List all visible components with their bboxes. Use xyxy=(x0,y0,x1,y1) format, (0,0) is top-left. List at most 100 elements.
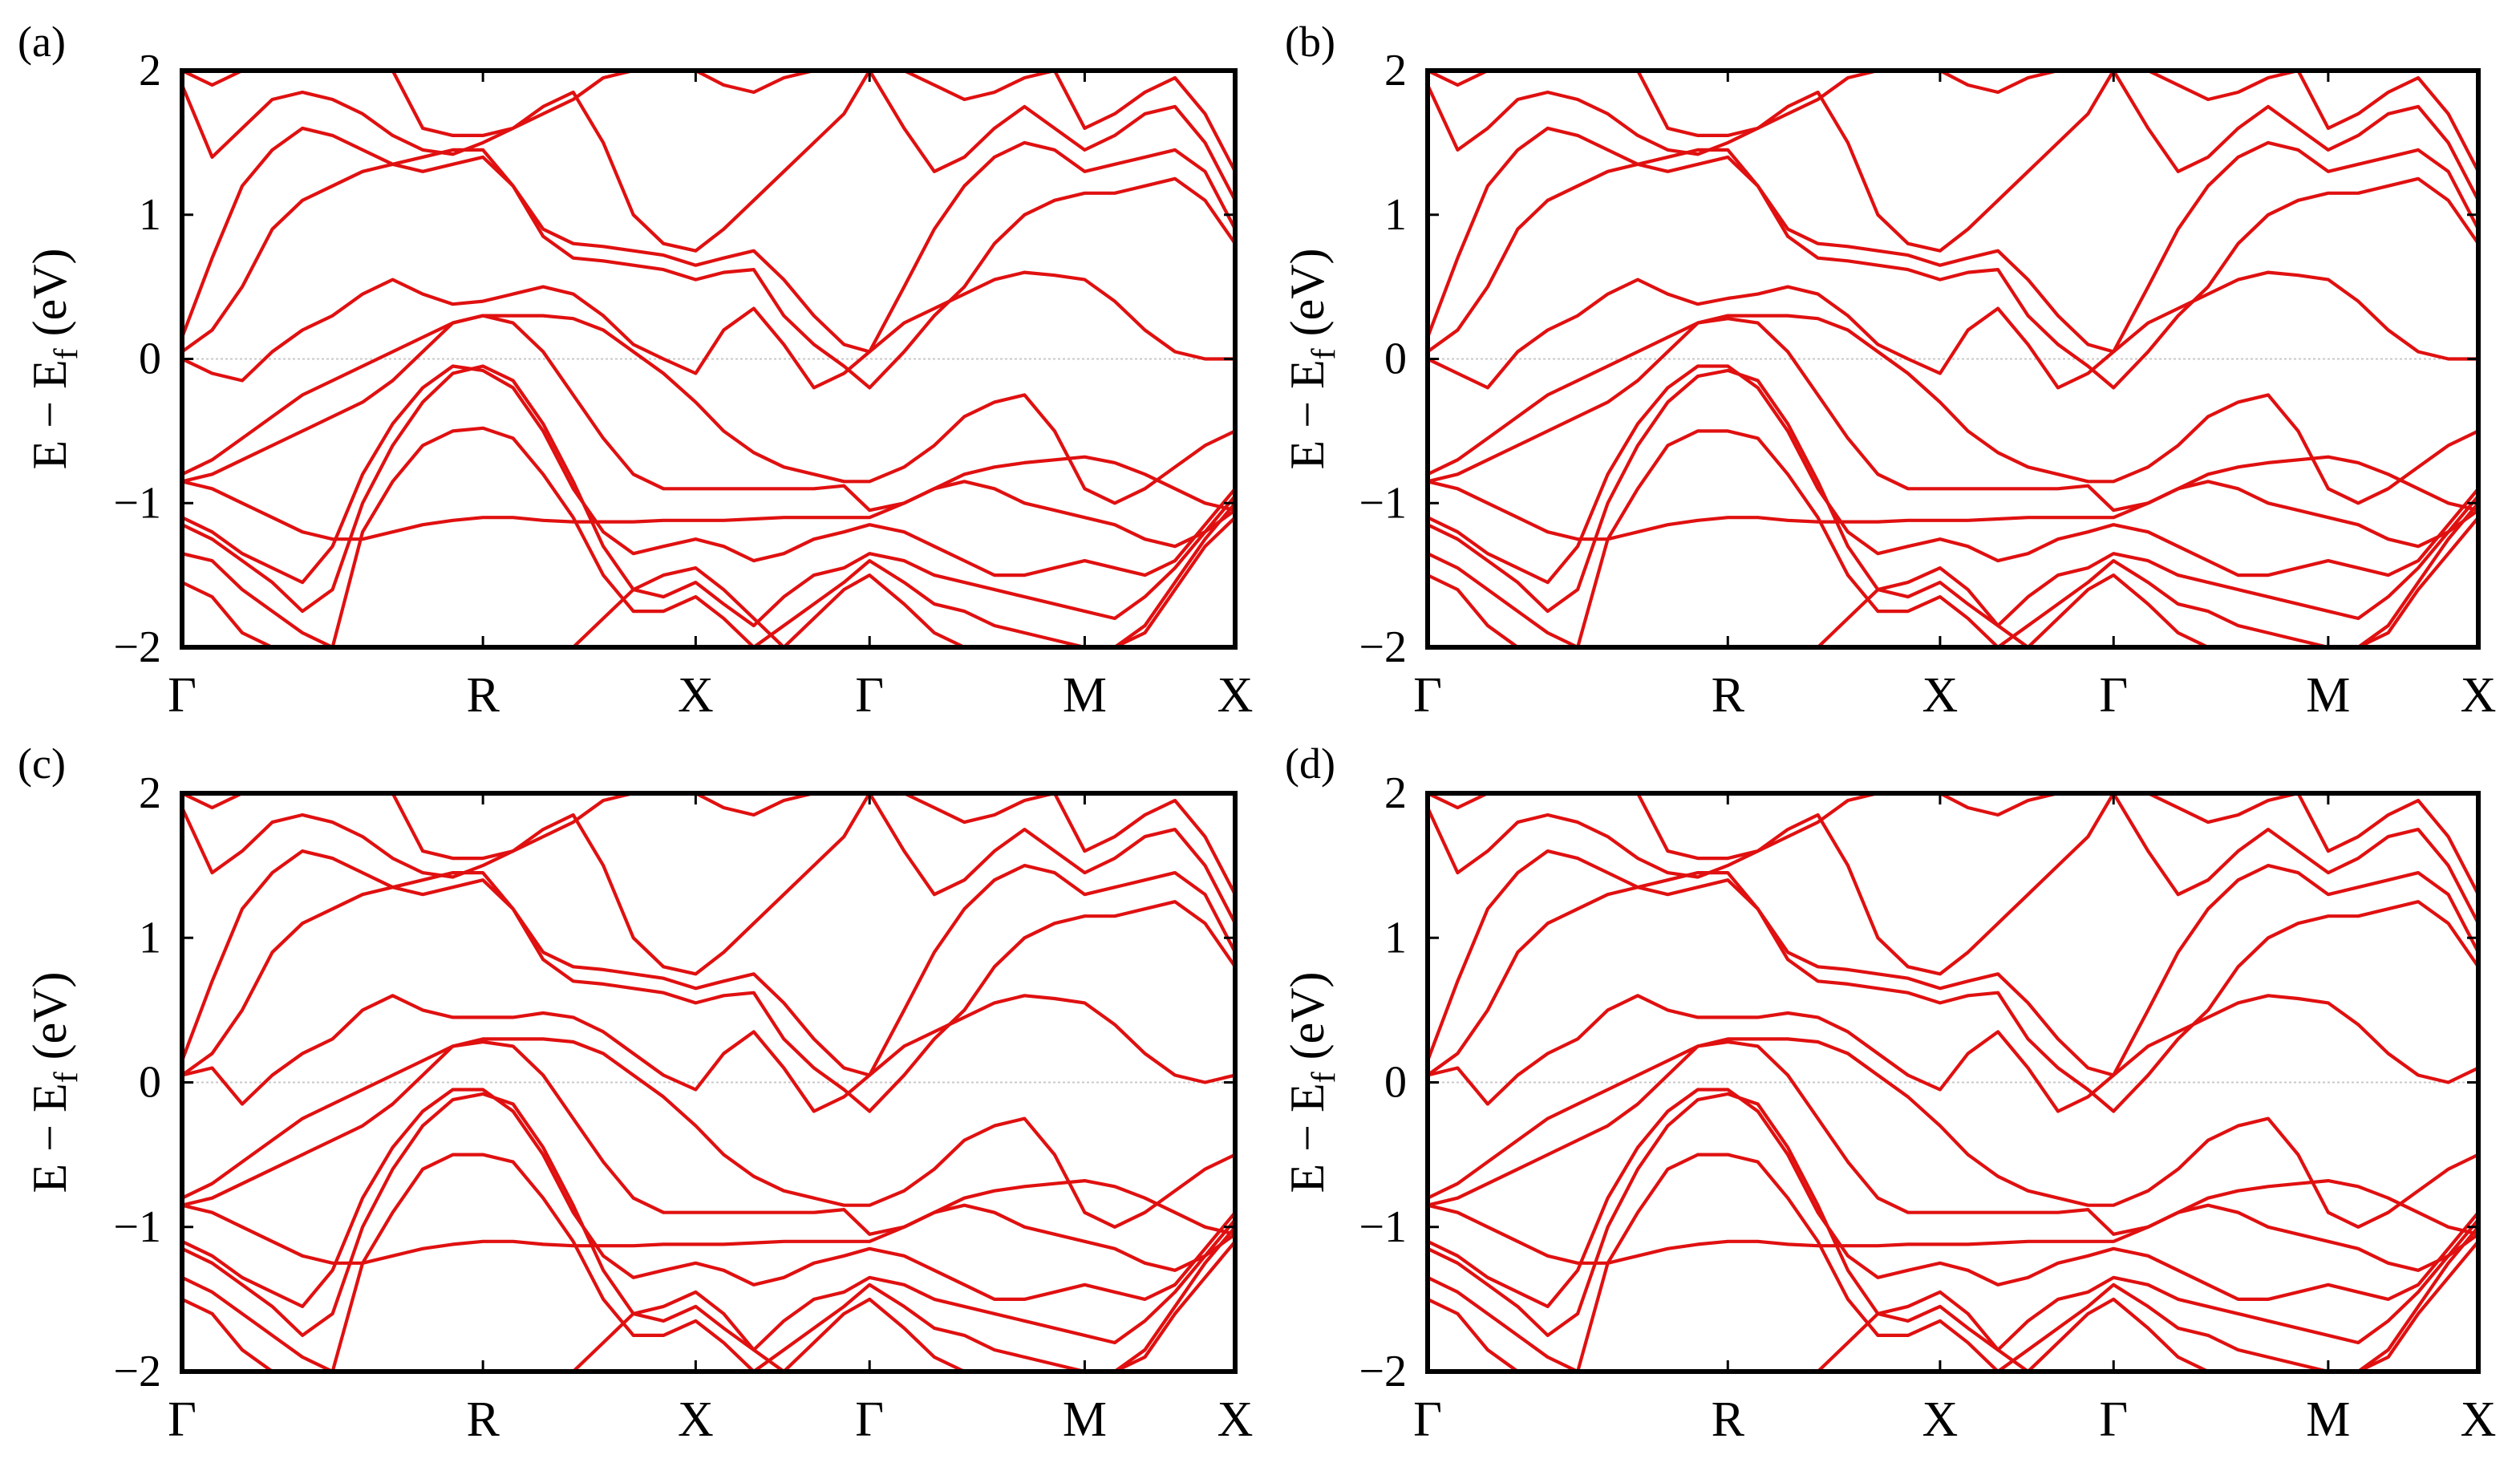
band-line-12 xyxy=(1428,71,2478,172)
band-line-9 xyxy=(1428,148,2478,390)
y-tick-label: 2 xyxy=(1384,46,1407,95)
y-tick-label: 2 xyxy=(139,46,161,95)
panel-label: (c) xyxy=(18,740,66,788)
band-line-7 xyxy=(1428,1037,2478,1229)
k-point-label: M xyxy=(2306,668,2350,723)
k-point-label: X xyxy=(1217,1392,1254,1447)
band-line-6 xyxy=(1428,1039,2478,1236)
band-line-7 xyxy=(182,1037,1235,1229)
band-line-8 xyxy=(1428,270,2478,390)
k-point-label: Γ xyxy=(2099,668,2128,723)
k-point-label: X xyxy=(1217,668,1254,723)
band-line-5 xyxy=(182,480,1235,549)
band-line-8 xyxy=(1428,994,2478,1113)
band-line-9 xyxy=(1428,871,2478,1113)
band-line-12 xyxy=(182,71,1235,172)
band-line-2 xyxy=(182,426,1235,647)
y-axis-label: E − Ef (eV) xyxy=(1281,971,1343,1193)
y-tick-label: −1 xyxy=(113,478,161,528)
y-tick-label: 1 xyxy=(139,913,161,962)
band-line-3 xyxy=(182,1092,1235,1352)
band-line-4 xyxy=(182,364,1235,585)
band-line-2 xyxy=(1428,429,2478,647)
band-line-6 xyxy=(1428,317,2478,513)
band-line-3 xyxy=(1428,368,2478,628)
k-point-label: X xyxy=(678,1392,714,1447)
band-line-11 xyxy=(1428,793,2478,976)
panel-d: 210−1−2Γ R X Γ M X(d)E − Ef (eV) xyxy=(1281,740,2496,1447)
band-line-2 xyxy=(1428,1153,2478,1372)
k-point-label: R xyxy=(466,1392,500,1447)
panel-label: (b) xyxy=(1285,18,1335,66)
band-line-1 xyxy=(182,516,1235,647)
band-line-6 xyxy=(182,314,1235,513)
band-lines xyxy=(182,793,1235,1372)
k-point-label: R xyxy=(1712,668,1745,723)
band-line-4 xyxy=(182,1088,1235,1308)
y-tick-label: 2 xyxy=(1384,768,1407,818)
y-tick-label: 0 xyxy=(1384,1058,1407,1108)
y-tick-label: 0 xyxy=(139,334,161,384)
k-point-label: Γ xyxy=(168,668,196,723)
band-lines xyxy=(182,71,1235,647)
band-line-5 xyxy=(1428,1203,2478,1272)
band-line-12 xyxy=(1428,793,2478,896)
band-line-3 xyxy=(1428,1092,2478,1352)
y-axis-label: E − Ef (eV) xyxy=(23,971,85,1193)
k-point-label: X xyxy=(2461,1392,2497,1447)
panel-c: 210−1−2Γ R X Γ M X(c)E − Ef (eV) xyxy=(18,740,1253,1447)
k-point-label: M xyxy=(1063,668,1107,723)
k-point-label: R xyxy=(1712,1392,1745,1447)
y-axis-label: E − Ef (eV) xyxy=(23,248,85,469)
panel-label: (d) xyxy=(1285,740,1335,788)
panel-label: (a) xyxy=(18,18,66,66)
band-line-4 xyxy=(1428,364,2478,585)
band-line-10 xyxy=(1428,849,2478,1077)
band-line-1 xyxy=(1428,1240,2478,1372)
band-line-1 xyxy=(182,1240,1235,1372)
k-point-label: X xyxy=(678,668,714,723)
y-tick-label: −1 xyxy=(113,1202,161,1252)
band-line-3 xyxy=(182,364,1235,628)
y-tick-label: −1 xyxy=(1359,478,1407,528)
k-point-label: M xyxy=(1063,1392,1107,1447)
y-tick-label: −1 xyxy=(1359,1202,1407,1252)
k-point-label: M xyxy=(2306,1392,2350,1447)
band-line-10 xyxy=(1428,126,2478,354)
band-line-10 xyxy=(182,126,1235,354)
band-line-4 xyxy=(1428,1088,2478,1308)
k-point-label: R xyxy=(466,668,500,723)
band-line-11 xyxy=(182,793,1235,976)
band-line-9 xyxy=(182,148,1235,390)
band-line-9 xyxy=(182,871,1235,1113)
k-point-label: Γ xyxy=(168,1392,196,1447)
band-line-11 xyxy=(182,71,1235,253)
band-lines xyxy=(1428,71,2478,647)
k-point-label: X xyxy=(1922,1392,1959,1447)
y-tick-label: −2 xyxy=(1359,622,1407,672)
y-tick-label: 1 xyxy=(139,190,161,240)
band-line-8 xyxy=(182,994,1235,1113)
y-tick-label: −2 xyxy=(1359,1347,1407,1396)
band-line-6 xyxy=(182,1039,1235,1236)
k-point-label: Γ xyxy=(855,1392,884,1447)
k-point-label: Γ xyxy=(1413,1392,1442,1447)
panel-b: 210−1−2Γ R X Γ M X(b)E − Ef (eV) xyxy=(1281,18,2496,723)
band-line-8 xyxy=(182,270,1235,390)
k-point-label: X xyxy=(1922,668,1959,723)
y-tick-label: −2 xyxy=(113,622,161,672)
y-tick-label: 1 xyxy=(1384,913,1407,962)
y-tick-label: 0 xyxy=(139,1058,161,1108)
band-line-5 xyxy=(1428,480,2478,549)
band-line-12 xyxy=(182,793,1235,896)
y-tick-label: 2 xyxy=(139,768,161,818)
band-lines xyxy=(1428,793,2478,1372)
band-line-10 xyxy=(182,849,1235,1077)
band-line-7 xyxy=(1428,314,2478,505)
y-tick-label: 1 xyxy=(1384,190,1407,240)
band-line-11 xyxy=(1428,71,2478,253)
band-line-7 xyxy=(182,314,1235,505)
panel-a: 210−1−2Γ R X Γ M X(a)E − Ef (eV) xyxy=(18,18,1253,723)
y-tick-label: −2 xyxy=(113,1347,161,1396)
